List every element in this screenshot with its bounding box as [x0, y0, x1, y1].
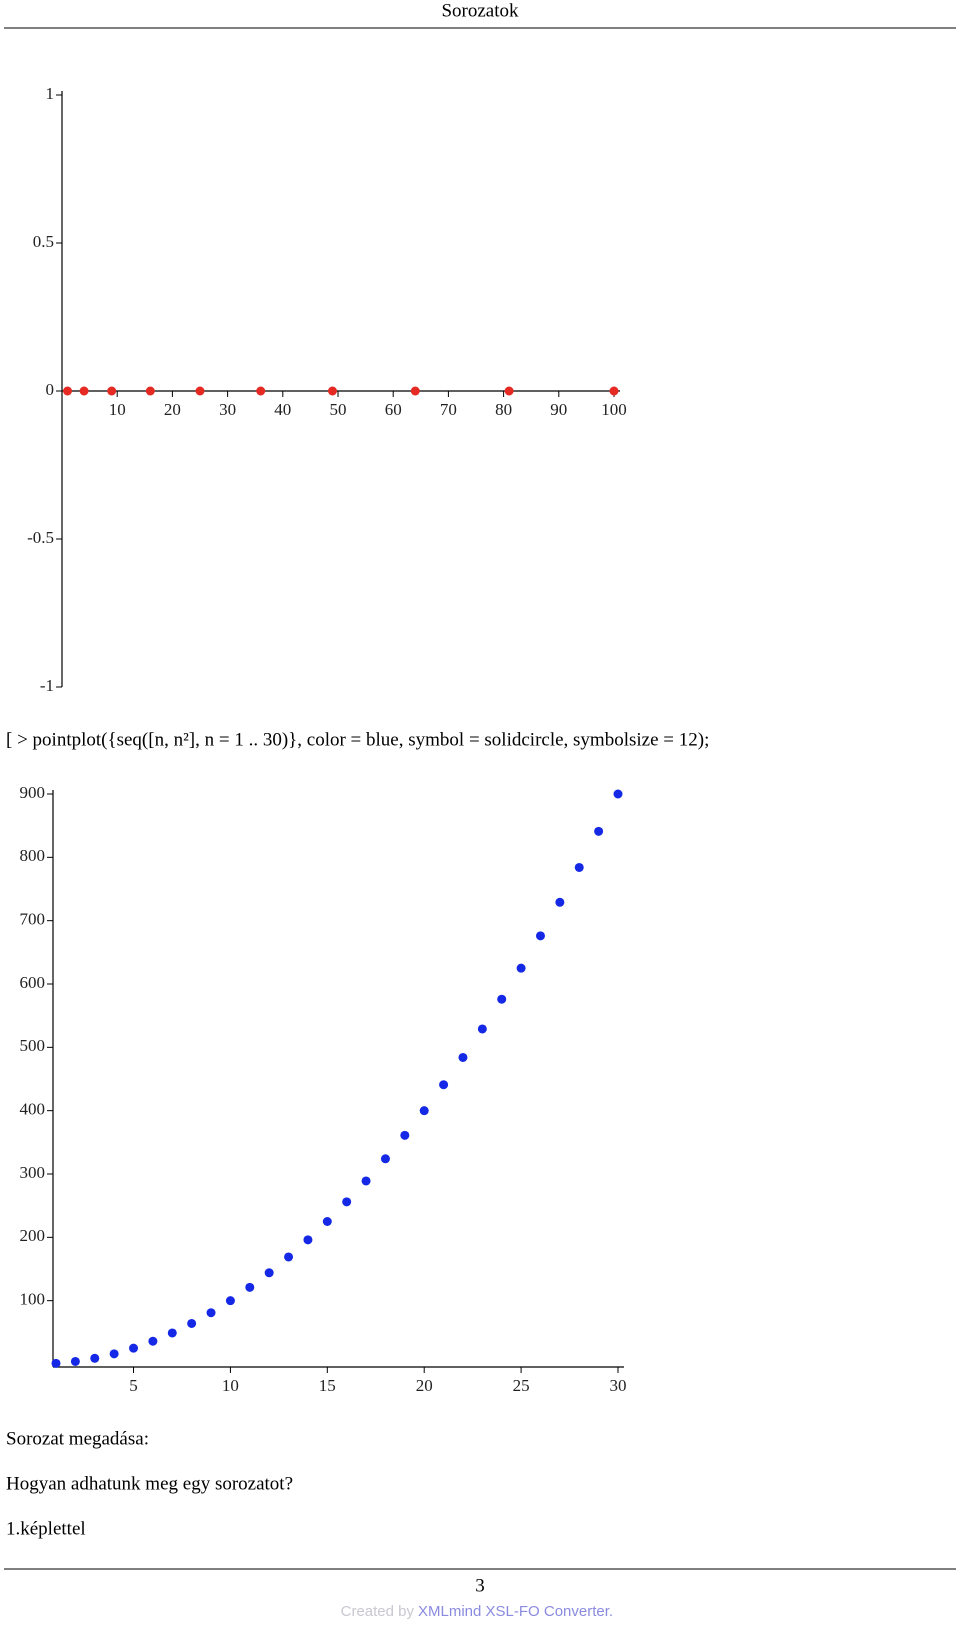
x-tick-label: 15 [319, 1376, 336, 1395]
data-point [79, 386, 89, 396]
header-title: Sorozatok [441, 0, 519, 21]
data-point [322, 1217, 332, 1226]
data-point [555, 897, 565, 907]
data-point [148, 1336, 158, 1346]
data-point [284, 1252, 294, 1262]
y-tick-label: 300 [20, 1163, 46, 1182]
y-tick-label: 100 [20, 1290, 46, 1309]
y-tick-label: 500 [20, 1036, 46, 1055]
data-point [535, 931, 545, 941]
y-tick-label: 0 [46, 380, 55, 399]
data-point [256, 386, 266, 396]
data-point [458, 1052, 468, 1062]
x-tick-label: 20 [416, 1376, 433, 1395]
data-point [613, 789, 623, 799]
y-tick-label: 700 [20, 910, 46, 929]
y-tick-label: -0.5 [27, 528, 54, 547]
y-tick-label: 1 [46, 84, 55, 103]
x-tick-label: 100 [601, 400, 627, 419]
y-tick-label: 900 [20, 783, 46, 802]
data-point [380, 1154, 390, 1164]
y-tick-label: 600 [20, 973, 46, 992]
data-point [574, 862, 584, 872]
x-tick-label: 50 [330, 400, 347, 419]
x-tick-label: 5 [129, 1376, 138, 1395]
data-point [419, 1106, 429, 1116]
data-point [303, 1235, 313, 1245]
data-point [609, 386, 619, 396]
paragraph: Sorozat megadása: [6, 1428, 149, 1449]
data-point [51, 1358, 61, 1368]
y-tick-label: 200 [20, 1226, 46, 1245]
data-point [327, 386, 337, 396]
x-tick-label: 60 [385, 400, 402, 419]
data-point [63, 386, 73, 396]
data-point [477, 1024, 487, 1034]
data-point [145, 386, 155, 396]
paragraph: Hogyan adhatunk meg egy sorozatot? [6, 1473, 293, 1494]
data-point [206, 1308, 216, 1318]
data-point [594, 826, 604, 836]
data-point [410, 386, 420, 396]
x-tick-label: 10 [109, 400, 126, 419]
data-point [225, 1296, 235, 1306]
code-line: [ > pointplot({seq([n, n²], n = 1 .. 30)… [6, 729, 709, 750]
x-tick-label: 80 [495, 400, 512, 419]
x-tick-label: 40 [274, 400, 291, 419]
data-point [107, 386, 117, 396]
x-tick-label: 10 [222, 1376, 239, 1395]
y-tick-label: 400 [20, 1100, 46, 1119]
data-point [129, 1343, 139, 1353]
data-point [516, 963, 526, 973]
data-point [361, 1176, 371, 1186]
x-tick-label: 30 [610, 1376, 627, 1395]
y-tick-label: 0.5 [33, 232, 54, 251]
data-point [109, 1349, 119, 1359]
paragraph: 1.képlettel [6, 1518, 86, 1539]
data-point [187, 1318, 197, 1328]
created-by: Created by [341, 1603, 415, 1620]
data-point [264, 1268, 274, 1278]
converter-name: XMLmind XSL-FO Converter. [418, 1603, 613, 1620]
x-tick-label: 30 [219, 400, 236, 419]
data-point [504, 386, 514, 396]
data-point [245, 1282, 255, 1292]
data-point [90, 1353, 100, 1363]
page-number: 3 [475, 1575, 485, 1596]
data-point [400, 1130, 410, 1140]
y-tick-label: 800 [20, 846, 46, 865]
data-point [195, 386, 205, 396]
data-point [70, 1356, 80, 1366]
data-point [342, 1197, 352, 1207]
y-tick-label: -1 [40, 676, 54, 695]
data-point [497, 994, 507, 1004]
x-tick-label: 70 [440, 400, 457, 419]
x-tick-label: 90 [550, 400, 567, 419]
x-tick-label: 25 [513, 1376, 530, 1395]
x-tick-label: 20 [164, 400, 181, 419]
data-point [439, 1080, 449, 1090]
data-point [167, 1328, 177, 1338]
